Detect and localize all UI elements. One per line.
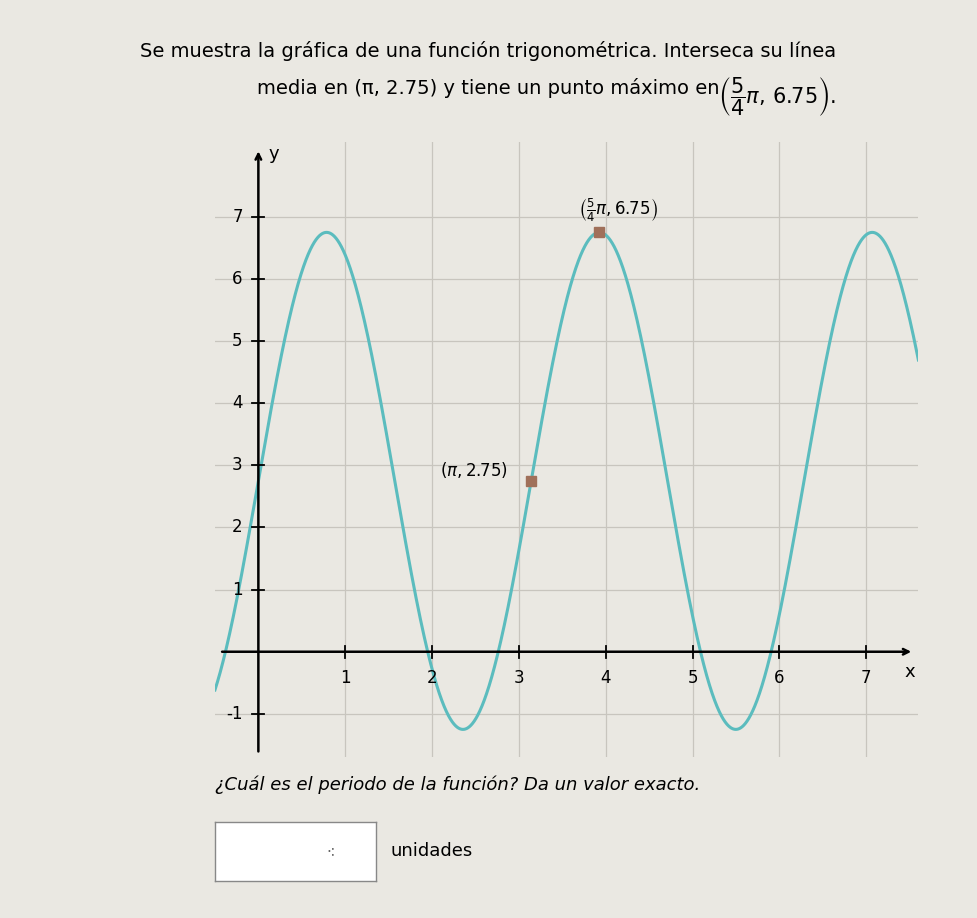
Text: unidades: unidades [391, 842, 473, 860]
Text: 4: 4 [601, 669, 611, 688]
Text: 1: 1 [340, 669, 351, 688]
Text: 2: 2 [233, 519, 242, 536]
Text: 1: 1 [233, 580, 242, 599]
Text: 3: 3 [514, 669, 525, 688]
Text: $\left(\dfrac{5}{4}\pi,\,6.75\right)$.: $\left(\dfrac{5}{4}\pi,\,6.75\right)$. [718, 75, 836, 118]
Text: ·∶: ·∶ [326, 844, 335, 859]
Text: 7: 7 [861, 669, 871, 688]
Text: media en (π, 2.75) y tiene un punto máximo en: media en (π, 2.75) y tiene un punto máxi… [257, 78, 720, 98]
Text: -1: -1 [227, 705, 242, 722]
Text: 6: 6 [774, 669, 785, 688]
Text: $(\pi, 2.75)$: $(\pi, 2.75)$ [440, 460, 508, 480]
Text: 7: 7 [233, 207, 242, 226]
Text: 4: 4 [233, 394, 242, 412]
Text: 5: 5 [688, 669, 698, 688]
Text: 6: 6 [233, 270, 242, 288]
Text: 2: 2 [427, 669, 438, 688]
Text: 3: 3 [233, 456, 242, 475]
Text: Se muestra la gráfica de una función trigonométrica. Interseca su línea: Se muestra la gráfica de una función tri… [141, 41, 836, 62]
Text: y: y [269, 145, 279, 163]
Text: ¿Cuál es el periodo de la función? Da un valor exacto.: ¿Cuál es el periodo de la función? Da un… [215, 776, 701, 794]
Text: x: x [905, 663, 915, 681]
Text: $\left(\frac{5}{4}\pi, 6.75\right)$: $\left(\frac{5}{4}\pi, 6.75\right)$ [577, 196, 658, 224]
Text: 5: 5 [233, 332, 242, 350]
